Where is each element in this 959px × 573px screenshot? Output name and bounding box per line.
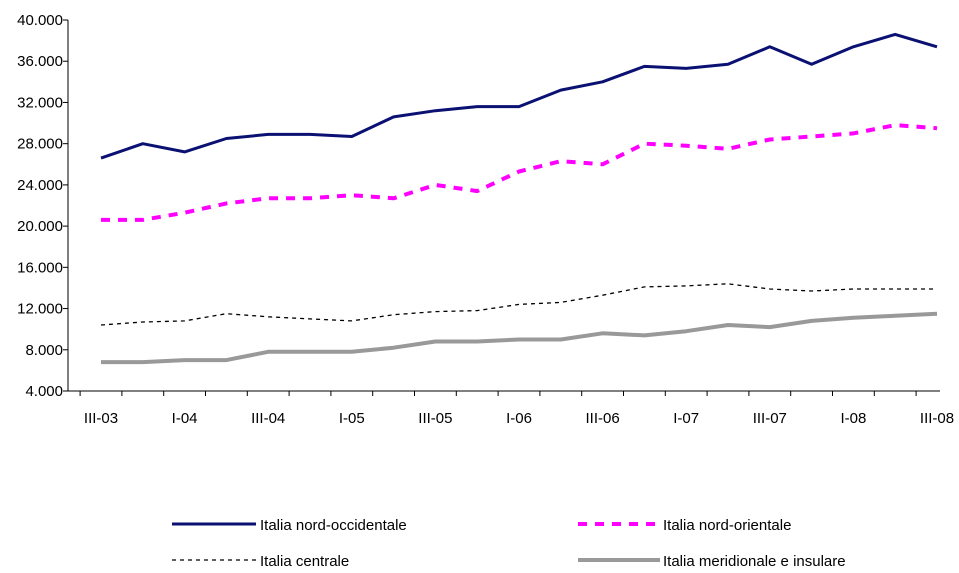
y-tick-label: 40.000 — [17, 12, 63, 29]
legend-label-3: Italia centrale — [260, 553, 349, 568]
y-tick-label: 32.000 — [17, 94, 63, 111]
legend: Italia nord-occidentale Italia nord-orien… — [172, 517, 846, 570]
series-line-4 — [101, 311, 938, 365]
x-tick-label: I-04 — [172, 410, 198, 427]
x-tick-label: III-03 — [84, 410, 118, 427]
y-tick-label: 36.000 — [17, 53, 63, 70]
series-lines — [100, 32, 938, 365]
y-tick-label: 12.000 — [17, 301, 63, 318]
series-line-3 — [100, 283, 937, 326]
x-tick-label: I-06 — [506, 410, 532, 427]
x-tick-label: III-08 — [920, 410, 954, 427]
legend-label-2: Italia nord-orientale — [663, 517, 791, 534]
y-tick-label: 28.000 — [17, 136, 63, 153]
y-tick-label: 20.000 — [17, 218, 63, 235]
y-tick-label: 8.000 — [25, 342, 63, 359]
series-line-2 — [101, 123, 938, 222]
x-tick-label: I-07 — [673, 410, 699, 427]
y-tick-label: 16.000 — [17, 259, 63, 276]
x-tick-label: III-07 — [753, 410, 787, 427]
x-tick-label: III-05 — [418, 410, 452, 427]
x-tick-label: III-06 — [586, 410, 620, 427]
y-tick-label: 4.000 — [25, 383, 63, 400]
axes: 4.000 8.000 12.000 16.000 20.000 24.000 28.000… — [17, 12, 954, 427]
x-tick-label: III-04 — [251, 410, 285, 427]
legend-label-1: Italia nord-occidentale — [260, 517, 407, 534]
y-tick-label: 24.000 — [17, 177, 63, 194]
x-tick-label: I-08 — [840, 410, 866, 427]
x-tick-label: I-05 — [339, 410, 365, 427]
series-line-1 — [100, 32, 938, 160]
legend-label-4: Italia meridionale e insulare — [663, 553, 846, 568]
